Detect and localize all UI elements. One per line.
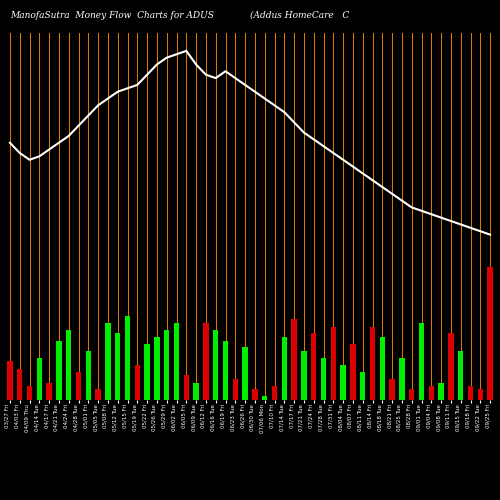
Bar [194, 383, 199, 400]
Bar [184, 375, 189, 400]
Bar [7, 361, 12, 400]
Bar [292, 319, 297, 400]
Bar [134, 365, 140, 400]
Bar [488, 268, 493, 400]
Bar [223, 342, 228, 400]
Bar [350, 344, 356, 400]
Bar [330, 328, 336, 400]
Bar [115, 333, 120, 400]
Bar [311, 333, 316, 400]
Bar [86, 351, 91, 400]
Bar [478, 389, 483, 400]
Bar [438, 383, 444, 400]
Bar [458, 351, 464, 400]
Bar [96, 389, 101, 400]
Bar [262, 396, 268, 400]
Bar [46, 383, 52, 400]
Bar [125, 316, 130, 400]
Bar [252, 389, 258, 400]
Bar [36, 358, 42, 400]
Bar [17, 370, 22, 400]
Bar [203, 323, 208, 400]
Bar [76, 372, 81, 400]
Bar [213, 330, 218, 400]
Bar [340, 365, 346, 400]
Bar [66, 330, 71, 400]
Bar [321, 358, 326, 400]
Bar [282, 337, 287, 400]
Bar [360, 372, 366, 400]
Text: (Addus HomeCare   C: (Addus HomeCare C [250, 11, 349, 20]
Bar [272, 386, 277, 400]
Bar [370, 328, 375, 400]
Bar [399, 358, 404, 400]
Bar [27, 386, 32, 400]
Bar [232, 379, 238, 400]
Bar [242, 347, 248, 400]
Bar [428, 386, 434, 400]
Bar [468, 386, 473, 400]
Bar [448, 333, 454, 400]
Bar [105, 323, 110, 400]
Bar [380, 337, 385, 400]
Text: ManofaSutra  Money Flow  Charts for ADUS: ManofaSutra Money Flow Charts for ADUS [10, 11, 214, 20]
Bar [390, 379, 395, 400]
Bar [144, 344, 150, 400]
Bar [301, 351, 306, 400]
Bar [56, 342, 62, 400]
Bar [419, 323, 424, 400]
Bar [154, 337, 160, 400]
Bar [174, 323, 179, 400]
Bar [409, 389, 414, 400]
Bar [164, 330, 170, 400]
